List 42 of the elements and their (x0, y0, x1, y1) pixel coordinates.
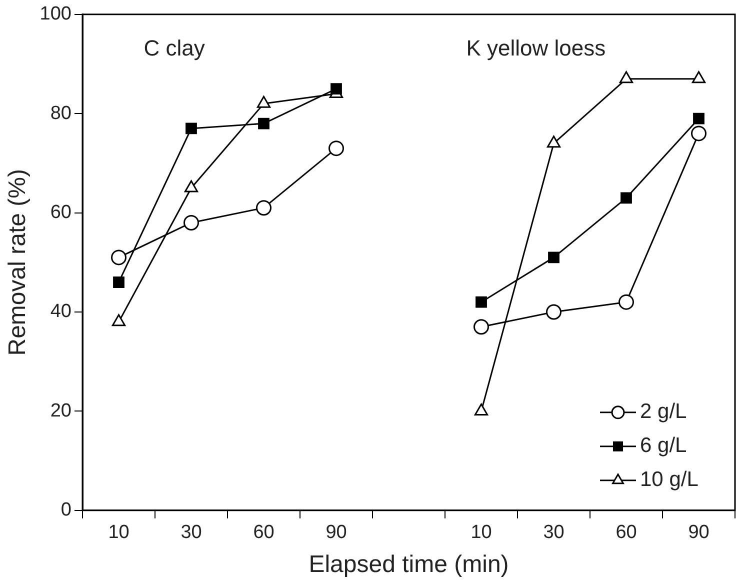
point (476, 296, 487, 308)
point (256, 96, 271, 108)
point (184, 214, 199, 230)
legend-label: 2 g/L (640, 400, 687, 424)
x-tick-label: 90 (326, 522, 347, 544)
point (619, 71, 634, 84)
point (620, 192, 632, 204)
y-axis-title: Removal rate (%) (4, 169, 32, 356)
point (330, 83, 342, 94)
y-tick-label: 60 (50, 202, 72, 224)
point (691, 126, 706, 142)
x-tick-label: 30 (180, 522, 202, 544)
point (693, 112, 704, 124)
x-tick-label: 90 (688, 522, 710, 544)
point (328, 140, 344, 156)
legend-label: 10 g/L (640, 468, 698, 492)
legend-label: 6 g/L (640, 434, 687, 458)
y-tick-label: 80 (50, 102, 72, 124)
y-tick-label: 20 (50, 400, 72, 422)
point (546, 304, 562, 320)
y-tick-label: 100 (40, 4, 72, 25)
x-tick-label: 10 (470, 522, 492, 544)
x-tick-label: 10 (108, 522, 130, 544)
y-tick-label: 40 (50, 301, 72, 322)
point (186, 122, 197, 134)
y-tick-label: 0 (60, 500, 72, 521)
point (111, 250, 126, 266)
point (618, 294, 634, 310)
x-axis-title: Elapsed time (min) (308, 551, 509, 578)
x-tick-label: 30 (543, 522, 564, 544)
point (256, 200, 272, 216)
x-tick-label: 60 (616, 522, 637, 544)
x-tick-label: 60 (253, 522, 274, 544)
point (474, 319, 489, 335)
annotation: K yellow loess (466, 35, 606, 60)
point (546, 136, 561, 148)
point (184, 180, 198, 192)
point (113, 276, 124, 288)
point (258, 118, 270, 130)
point (692, 71, 706, 84)
point (548, 252, 560, 264)
annotation: C clay (144, 35, 205, 60)
